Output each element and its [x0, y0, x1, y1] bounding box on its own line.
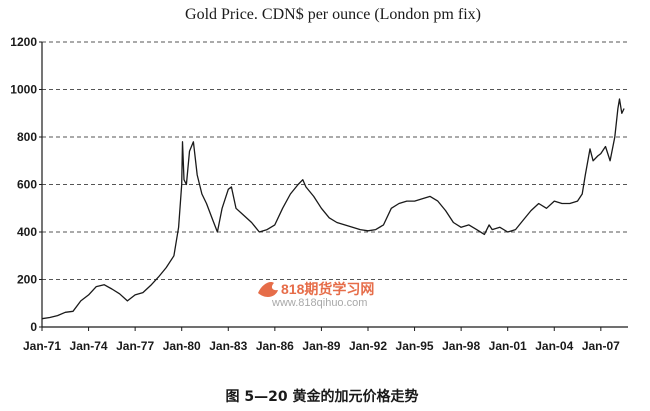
watermark-url: www.818qihuo.com: [271, 297, 367, 309]
x-tick-label: Jan-77: [116, 339, 154, 353]
y-tick-label: 800: [17, 130, 37, 144]
y-tick-label: 0: [30, 320, 37, 334]
x-axis: Jan-71 Jan-74 Jan-77 Jan-80 Jan-83 Jan-86 Jan-…: [23, 326, 628, 353]
series-layer: [41, 98, 625, 320]
x-tick-label: Jan-95: [396, 339, 434, 353]
x-tick-label: Jan-04: [535, 339, 573, 353]
y-tick-label: 400: [17, 225, 37, 239]
x-tick-label: Jan-92: [349, 339, 387, 353]
gridlines: [42, 41, 628, 280]
x-tick-label: Jan-07: [582, 339, 620, 353]
watermark: 818期货学习网 www.818qihuo.com: [258, 281, 374, 309]
figure-caption: 图 5—20 黄金的加元价格走势: [226, 388, 419, 405]
y-axis: 0 200 400 600 800 1000 1200: [10, 35, 43, 334]
flame-logo-icon: [258, 282, 278, 297]
x-tick-label: Jan-01: [489, 339, 527, 353]
chart-title: Gold Price. CDN$ per ounce (London pm fi…: [185, 6, 481, 23]
x-tick-label: Jan-71: [23, 339, 61, 353]
x-tick-label: Jan-83: [209, 339, 247, 353]
x-tick-label: Jan-89: [302, 339, 340, 353]
series-line: [41, 98, 625, 320]
x-tick-label: Jan-98: [442, 339, 480, 353]
y-tick-label: 1000: [10, 83, 37, 97]
x-tick-label: Jan-80: [163, 339, 201, 353]
y-tick-label: 1200: [10, 35, 37, 49]
x-tick-label: Jan-74: [70, 339, 108, 353]
y-tick-label: 200: [17, 273, 37, 287]
x-tick-label: Jan-86: [256, 339, 294, 353]
y-tick-label: 600: [17, 178, 37, 192]
watermark-title: 818期货学习网: [281, 281, 374, 297]
